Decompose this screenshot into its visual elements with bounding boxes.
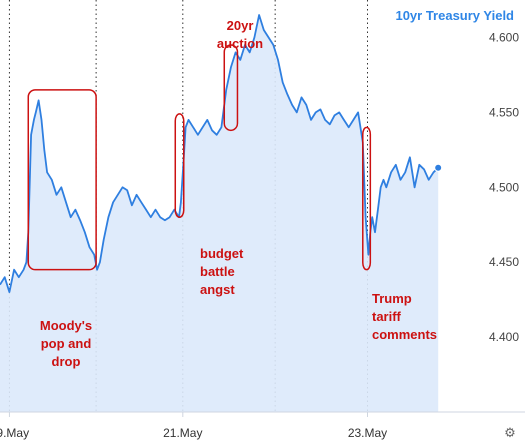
annotation-label: pop and [41, 336, 92, 351]
annotation-label: battle [200, 264, 235, 279]
y-tick-label: 4.550 [489, 105, 519, 119]
y-tick-label: 4.400 [489, 330, 519, 344]
annotation-label: Trump [372, 291, 412, 306]
annotation-box [362, 126, 372, 271]
annotation-label: comments [372, 327, 437, 342]
annotation-label: auction [217, 36, 263, 51]
yield-area-fill [0, 15, 439, 412]
annotation-box [27, 89, 97, 271]
y-axis: 4.400 4.450 4.500 4.550 4.600 [489, 30, 519, 344]
x-tick-label: 21.May [163, 426, 202, 440]
annotation-label: drop [52, 354, 81, 369]
y-tick-label: 4.600 [489, 30, 519, 44]
x-tick-label: 19.May [0, 426, 29, 440]
annotation-label: angst [200, 282, 235, 297]
chart-title: 10yr Treasury Yield [395, 8, 514, 23]
annotation-label: budget [200, 246, 244, 261]
x-tick-label: 23.May [348, 426, 387, 440]
annotation-label: tariff [372, 309, 402, 324]
annotation-label: Moody's [40, 318, 92, 333]
annotations: Moody's pop and drop budget battle angst 20yr a… [27, 18, 437, 369]
annotation-label: 20yr [227, 18, 254, 33]
y-tick-label: 4.450 [489, 255, 519, 269]
annotation-box [174, 113, 185, 218]
annotation-box [223, 44, 239, 132]
last-value-marker [434, 163, 443, 172]
gear-icon[interactable]: ⚙ [504, 426, 516, 441]
y-tick-label: 4.500 [489, 180, 519, 194]
x-axis: 19.May 21.May 23.May [0, 412, 387, 440]
